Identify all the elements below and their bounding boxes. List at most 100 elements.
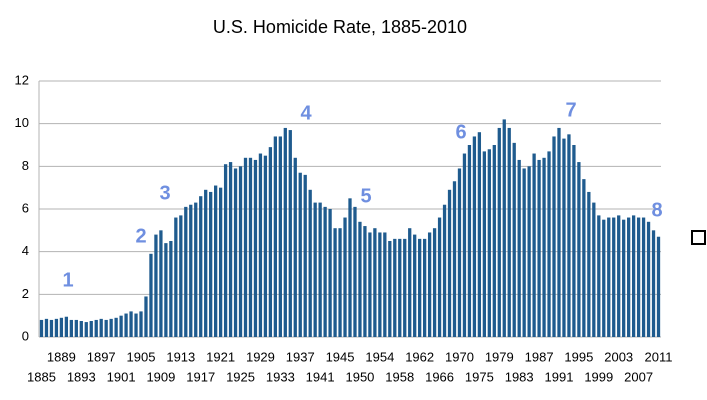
bar (253, 159, 258, 337)
bar (636, 217, 641, 337)
bar (233, 168, 238, 337)
bar (283, 127, 287, 337)
bar (388, 241, 392, 337)
bar (537, 159, 541, 337)
x-tick-label: 1954 (365, 349, 394, 364)
bar (358, 221, 362, 337)
bar (119, 315, 123, 337)
bar (74, 319, 78, 337)
bar (452, 181, 457, 337)
bar (209, 191, 213, 337)
x-tick-label: 2011 (645, 349, 673, 364)
y-tick-label: 6 (22, 200, 29, 215)
y-tick-label: 8 (22, 158, 29, 173)
bar (149, 253, 153, 337)
bar (602, 219, 606, 337)
bar (79, 321, 83, 337)
bar (44, 318, 49, 337)
bar (189, 204, 193, 337)
bar (109, 318, 113, 337)
x-tick-label: 1885 (27, 369, 56, 384)
bar (144, 296, 148, 337)
x-tick-label: 1995 (564, 349, 593, 364)
bar (517, 159, 521, 337)
bar (59, 317, 64, 337)
bar (353, 206, 357, 337)
x-tick-label: 1958 (385, 369, 414, 384)
bar (592, 202, 596, 337)
annotation: 8 (651, 199, 662, 221)
bar (318, 202, 322, 337)
x-tick-label: 1929 (246, 349, 275, 364)
bar (228, 162, 233, 337)
bar (567, 134, 571, 337)
bar (482, 151, 486, 337)
bar (627, 217, 631, 337)
bar (512, 142, 516, 337)
x-tick-label: 1921 (206, 349, 235, 364)
bar (651, 230, 656, 337)
bar (333, 228, 337, 337)
bar (303, 174, 307, 337)
x-tick-label: 2003 (604, 349, 633, 364)
bar (442, 204, 447, 337)
annotation: 6 (455, 121, 466, 143)
bar (258, 153, 263, 337)
bar (154, 234, 158, 337)
x-tick-label: 2007 (624, 369, 653, 384)
bar (218, 187, 223, 337)
x-tick-label: 1909 (146, 369, 175, 384)
bar (413, 234, 417, 337)
bar (104, 319, 108, 337)
bar (437, 217, 442, 337)
bar (368, 232, 372, 337)
bar (134, 313, 138, 337)
x-tick-label: 1983 (505, 369, 534, 384)
bar (263, 155, 268, 337)
bar (248, 157, 253, 337)
bar (308, 189, 312, 337)
bar (497, 127, 501, 337)
bar (204, 189, 208, 337)
bar (587, 191, 591, 337)
bar (562, 138, 566, 337)
bar (89, 321, 93, 337)
bar (398, 238, 402, 337)
bar (477, 132, 482, 337)
bar (278, 136, 282, 337)
bar (84, 322, 88, 337)
bar (393, 238, 397, 337)
bar (54, 318, 59, 337)
bar (179, 215, 183, 337)
bar (552, 136, 556, 337)
x-tick-label: 1950 (345, 369, 374, 384)
bar (373, 228, 377, 337)
bar (298, 172, 302, 337)
bar (323, 206, 327, 337)
bar (99, 318, 103, 337)
bar (238, 166, 243, 337)
x-tick-label: 1970 (445, 349, 474, 364)
bar (502, 119, 506, 338)
x-tick-label: 1991 (545, 369, 574, 384)
bar (572, 145, 576, 337)
x-tick-label: 1905 (127, 349, 156, 364)
x-tick-label: 1925 (226, 369, 255, 384)
bar (348, 198, 352, 337)
bar (199, 196, 203, 337)
x-tick-label: 1917 (186, 369, 215, 384)
bar (462, 153, 467, 337)
x-tick-label: 1941 (306, 369, 335, 384)
x-tick-label: 1979 (485, 349, 514, 364)
bar (457, 168, 462, 337)
annotation: 5 (360, 185, 371, 207)
bar (378, 232, 382, 337)
annotation: 1 (62, 269, 73, 291)
x-tick-label: 1889 (47, 349, 76, 364)
bar (547, 151, 551, 337)
bar (49, 319, 54, 337)
y-tick-label: 10 (15, 115, 29, 130)
bar (472, 136, 477, 337)
y-tick-label: 12 (15, 72, 29, 87)
bar (223, 164, 228, 337)
